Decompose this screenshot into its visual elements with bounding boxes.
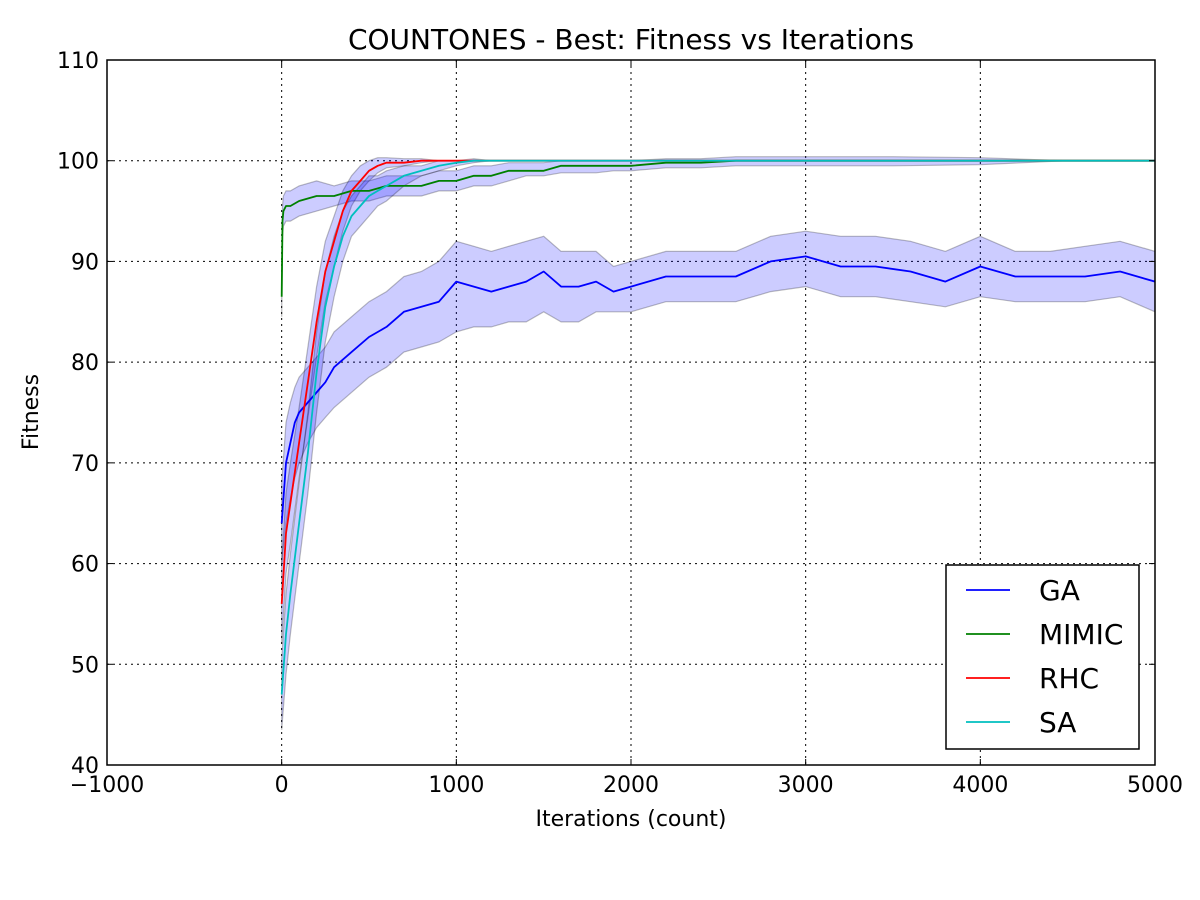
x-tick-label: 2000	[603, 773, 659, 798]
legend-label-sa: SA	[1039, 706, 1076, 739]
y-axis-title: Fitness	[19, 374, 44, 450]
y-tick-label: 100	[57, 150, 99, 175]
y-tick-label: 50	[71, 653, 99, 678]
axis-ticks: −1000 0 1000 2000 3000 4000 5000 40 50 60 70 80 90 10…	[57, 49, 1183, 798]
legend-box	[945, 564, 1140, 750]
legend-label-mimic: MIMIC	[1039, 618, 1123, 651]
y-tick-label: 90	[71, 250, 99, 275]
ga-confidence-band	[281, 230, 1155, 564]
y-tick-label: 60	[71, 553, 99, 578]
x-axis-title: Iterations (count)	[535, 807, 726, 832]
y-tick-label: 110	[57, 49, 99, 74]
x-tick-label: 0	[275, 773, 289, 798]
y-tick-label: 70	[71, 452, 99, 477]
series-lines	[280, 159, 1155, 695]
x-tick-label: −1000	[70, 773, 144, 798]
y-tick-label: 40	[71, 754, 99, 779]
sa-series-line	[280, 159, 1155, 695]
legend: GA MIMIC RHC SA	[945, 564, 1140, 750]
x-tick-label: 3000	[778, 773, 834, 798]
legend-label-ga: GA	[1039, 574, 1080, 607]
chart-title: COUNTONES - Best: Fitness vs Iterations	[348, 23, 914, 56]
x-tick-label: 4000	[952, 773, 1008, 798]
legend-label-rhc: RHC	[1039, 662, 1099, 695]
y-tick-label: 80	[71, 351, 99, 376]
x-tick-label: 1000	[428, 773, 484, 798]
ga-series-line	[280, 255, 1155, 524]
x-tick-label: 5000	[1127, 773, 1183, 798]
